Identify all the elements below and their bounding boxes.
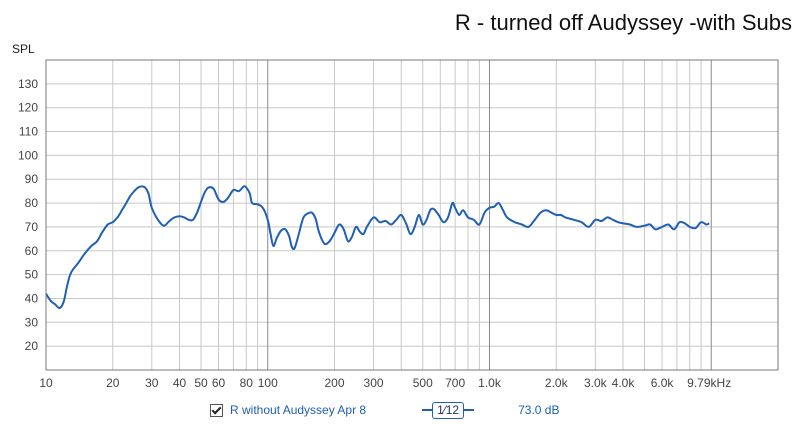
y-tick-label: 30 bbox=[25, 315, 39, 329]
smoothing-label: 1⁄12 bbox=[432, 401, 465, 419]
x-tick-labels: 10 20 30 40 50 60 80 100 200 300 500 700 1.0k 2.0k 3.0… bbox=[39, 376, 731, 390]
legend-line-sample-left bbox=[422, 409, 433, 411]
series-visibility-checkbox[interactable] bbox=[210, 403, 223, 417]
x-tick-label: 700 bbox=[445, 376, 465, 390]
y-tick-label: 90 bbox=[25, 172, 39, 186]
x-tick-label: 500 bbox=[413, 376, 433, 390]
smoothing-control[interactable]: 1⁄12 bbox=[422, 401, 475, 419]
y-tick-labels: 20 30 40 50 60 70 80 90 100 110 120 130 bbox=[18, 77, 38, 353]
x-tick-label: 9.79kHz bbox=[687, 376, 731, 390]
y-tick-label: 110 bbox=[19, 125, 38, 139]
x-tick-label: 300 bbox=[364, 376, 384, 390]
x-tick-label: 10 bbox=[39, 376, 53, 390]
y-tick-label: 80 bbox=[25, 196, 39, 210]
plot-frame bbox=[45, 59, 779, 371]
y-tick-label: 60 bbox=[25, 244, 39, 258]
frequency-response-chart: 20 30 40 50 60 70 80 90 100 110 120 130 10 20 30 40 50 6… bbox=[18, 59, 779, 390]
x-tick-label: 4.0k bbox=[612, 376, 636, 390]
legend-series-label[interactable]: R without Audyssey Apr 8 bbox=[230, 403, 367, 417]
major-gridlines-x bbox=[267, 60, 712, 370]
y-tick-label: 70 bbox=[25, 220, 39, 234]
x-tick-label: 100 bbox=[258, 376, 278, 390]
x-tick-label: 3.0k bbox=[584, 376, 608, 390]
x-tick-label: 1.0k bbox=[478, 376, 502, 390]
y-tick-label: 40 bbox=[25, 291, 39, 305]
x-tick-label: 80 bbox=[240, 376, 254, 390]
x-tick-label: 200 bbox=[324, 376, 344, 390]
legend-line-sample-right bbox=[464, 409, 475, 411]
legend: R without Audyssey Apr 8 1⁄12 73.0 dB bbox=[210, 401, 559, 419]
y-tick-label: 50 bbox=[25, 268, 39, 282]
plot-background bbox=[46, 60, 778, 370]
y-tick-label: 130 bbox=[18, 77, 38, 91]
chart-title: R - turned off Audyssey -with Subs bbox=[454, 10, 792, 35]
x-tick-label: 50 bbox=[194, 376, 208, 390]
x-tick-label: 30 bbox=[145, 376, 159, 390]
minor-gridlines-x bbox=[112, 60, 702, 370]
level-value: 73.0 dB bbox=[518, 403, 560, 417]
y-tick-label: 20 bbox=[25, 339, 39, 353]
x-tick-label: 60 bbox=[212, 376, 226, 390]
y-tick-label: 120 bbox=[18, 101, 38, 115]
x-tick-label: 2.0k bbox=[545, 376, 569, 390]
y-axis-label: SPL bbox=[12, 42, 35, 56]
gridlines-y bbox=[46, 83, 778, 347]
series-layer bbox=[45, 185, 710, 310]
x-tick-label: 20 bbox=[106, 376, 120, 390]
x-tick-label: 40 bbox=[173, 376, 187, 390]
series-line bbox=[45, 185, 710, 310]
y-tick-label: 100 bbox=[18, 148, 38, 162]
x-tick-label: 6.0k bbox=[651, 376, 675, 390]
